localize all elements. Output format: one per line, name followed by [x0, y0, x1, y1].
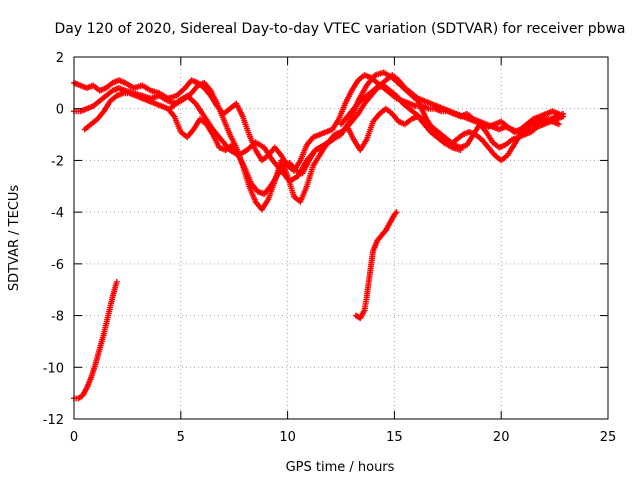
- data-point: [560, 113, 567, 120]
- y-tick-label: 0: [56, 103, 64, 118]
- x-tick-label: 10: [279, 430, 296, 445]
- y-tick-label: -6: [51, 258, 64, 273]
- axis-ticks: [73, 56, 609, 420]
- data-series: [71, 69, 567, 402]
- x-tick-label: 15: [386, 430, 403, 445]
- x-tick-label: 0: [70, 430, 78, 445]
- data-point: [393, 209, 400, 216]
- series-segment-mid: [352, 209, 400, 322]
- data-point: [555, 110, 562, 117]
- tick-labels: 0 5 10 15 20 25 -12 -10 -8 -6 -4 -2 0 2: [43, 51, 617, 445]
- x-tick-label: 25: [600, 430, 617, 445]
- x-axis-label: GPS time / hours: [286, 460, 395, 475]
- chart-title: Day 120 of 2020, Sidereal Day-to-day VTE…: [54, 21, 625, 37]
- y-tick-label: -12: [43, 413, 64, 428]
- data-point: [457, 147, 464, 154]
- plot-frame: [73, 56, 609, 420]
- x-tick-label: 5: [177, 430, 185, 445]
- y-tick-label: -10: [43, 361, 64, 376]
- series-track-e: [338, 72, 562, 135]
- data-point: [113, 278, 120, 285]
- series-segment-early: [71, 278, 120, 402]
- x-tick-label: 20: [493, 430, 510, 445]
- series-track-d: [167, 69, 464, 185]
- data-point: [392, 210, 399, 217]
- y-tick-label: -2: [51, 154, 64, 169]
- y-tick-label: -8: [51, 310, 64, 325]
- data-point: [555, 121, 562, 128]
- y-tick-label: 2: [56, 51, 64, 66]
- y-axis-label: SDTVAR / TECUs: [7, 185, 22, 292]
- y-tick-label: -4: [51, 206, 64, 221]
